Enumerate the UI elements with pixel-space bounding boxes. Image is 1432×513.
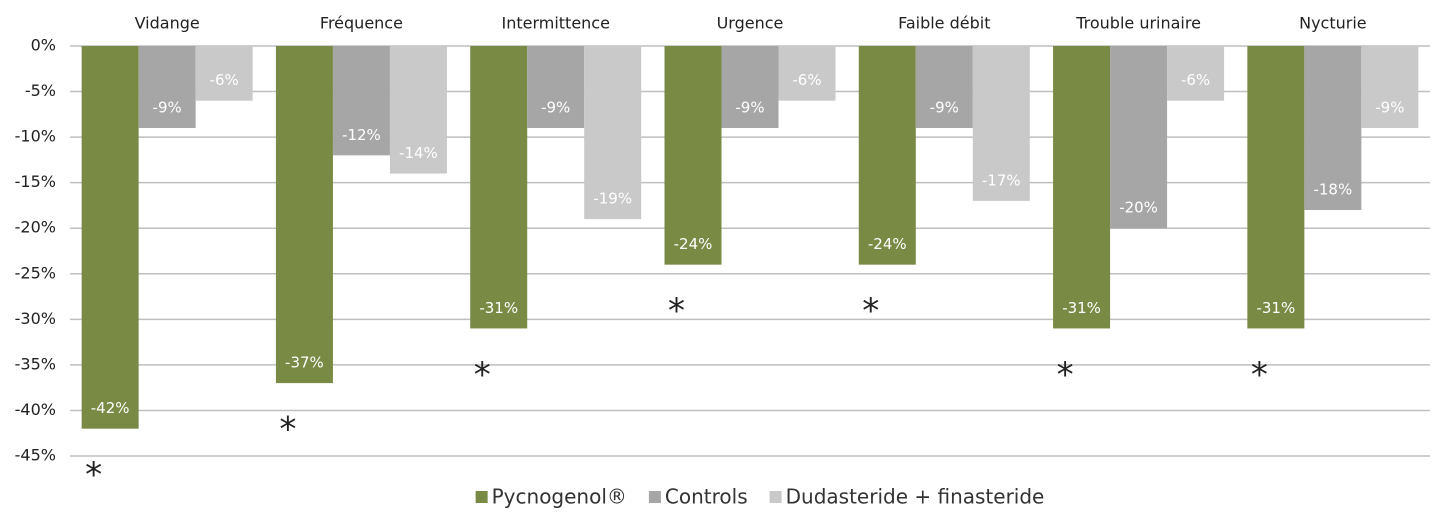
bar bbox=[1053, 46, 1111, 329]
bar bbox=[195, 46, 253, 101]
y-tick-label: -5% bbox=[25, 81, 56, 100]
data-label: -31% bbox=[1062, 299, 1101, 317]
data-label: -17% bbox=[982, 171, 1021, 189]
significance-marker: * bbox=[474, 355, 491, 395]
data-label: -42% bbox=[91, 399, 130, 417]
bar bbox=[527, 46, 585, 128]
bar bbox=[915, 46, 973, 128]
bar bbox=[389, 46, 447, 174]
legend-swatch bbox=[648, 491, 661, 503]
bar bbox=[858, 46, 916, 265]
x-tick-label: Vidange bbox=[135, 14, 200, 33]
bar bbox=[584, 46, 642, 220]
bar bbox=[138, 46, 196, 128]
x-tick-label: Nycturie bbox=[1299, 14, 1367, 33]
legend-swatch bbox=[475, 491, 488, 503]
bar bbox=[1167, 46, 1225, 101]
data-label: -9% bbox=[153, 99, 182, 117]
bar bbox=[721, 46, 779, 128]
significance-marker: * bbox=[668, 291, 685, 331]
data-label: -6% bbox=[792, 71, 821, 89]
y-tick-label: -30% bbox=[15, 309, 56, 328]
significance-marker: * bbox=[862, 291, 879, 331]
legend-label: Pycnogenol® bbox=[492, 485, 627, 509]
y-tick-label: -35% bbox=[15, 354, 56, 373]
bar bbox=[1247, 46, 1305, 329]
y-tick-label: 0% bbox=[31, 36, 56, 55]
bar bbox=[972, 46, 1030, 201]
y-tick-label: -40% bbox=[15, 400, 56, 419]
bar bbox=[81, 46, 139, 429]
bar bbox=[1110, 46, 1168, 229]
bar bbox=[1361, 46, 1419, 128]
y-tick-label: -15% bbox=[15, 172, 56, 191]
bar bbox=[470, 46, 528, 329]
data-label: -20% bbox=[1119, 199, 1158, 217]
legend-swatch bbox=[769, 491, 782, 503]
data-label: -14% bbox=[399, 144, 438, 162]
bar bbox=[664, 46, 722, 265]
bar bbox=[275, 46, 333, 384]
legend-label: Dudasteride + finasteride bbox=[786, 485, 1045, 509]
bar bbox=[1304, 46, 1362, 210]
x-tick-label: Intermittence bbox=[501, 14, 609, 33]
data-label: -24% bbox=[674, 235, 713, 253]
data-label: -6% bbox=[210, 71, 239, 89]
data-label: -12% bbox=[342, 126, 381, 144]
x-tick-label: Urgence bbox=[717, 14, 784, 33]
data-label: -18% bbox=[1313, 181, 1352, 199]
data-label: -9% bbox=[1375, 99, 1404, 117]
bar bbox=[332, 46, 390, 156]
x-tick-label: Trouble urinaire bbox=[1075, 14, 1201, 33]
data-label: -31% bbox=[479, 299, 518, 317]
y-tick-label: -25% bbox=[15, 263, 56, 282]
x-tick-label: Faible débit bbox=[898, 14, 990, 33]
data-label: -9% bbox=[930, 99, 959, 117]
significance-marker: * bbox=[1057, 355, 1074, 395]
x-tick-label: Fréquence bbox=[320, 14, 403, 33]
data-label: -37% bbox=[285, 354, 324, 372]
bar bbox=[778, 46, 836, 101]
legend-label: Controls bbox=[665, 485, 748, 509]
significance-marker: * bbox=[1251, 355, 1268, 395]
significance-marker: * bbox=[279, 410, 296, 450]
data-label: -24% bbox=[868, 235, 907, 253]
data-label: -6% bbox=[1181, 71, 1210, 89]
data-label: -19% bbox=[593, 190, 632, 208]
significance-marker: * bbox=[85, 455, 102, 495]
y-tick-label: -10% bbox=[15, 127, 56, 146]
y-tick-label: -45% bbox=[15, 446, 56, 465]
y-tick-label: -20% bbox=[15, 218, 56, 237]
data-label: -31% bbox=[1256, 299, 1295, 317]
data-label: -9% bbox=[735, 99, 764, 117]
data-label: -9% bbox=[541, 99, 570, 117]
